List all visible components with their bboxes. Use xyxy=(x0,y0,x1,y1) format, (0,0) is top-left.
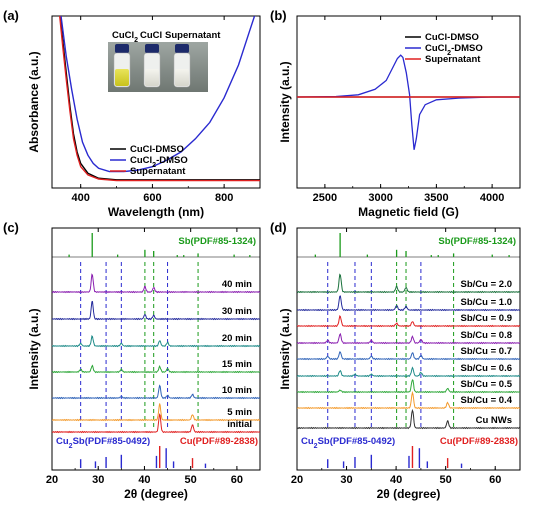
pattern-label: Sb/Cu = 0.7 xyxy=(461,346,512,357)
y-axis-label: Absorbance (a.u.) xyxy=(27,51,41,152)
x-tick-label: 30 xyxy=(340,474,352,486)
reference-label: Cu2Sb(PDF#85-0492) xyxy=(301,436,395,450)
pattern-line xyxy=(297,366,520,378)
pattern-label: 15 min xyxy=(222,359,252,370)
x-tick-label: 60 xyxy=(489,474,501,486)
pattern-label: 40 min xyxy=(222,279,252,290)
vial-liquid-icon xyxy=(115,69,129,86)
x-tick-label: 800 xyxy=(215,192,233,204)
panel-letter: (a) xyxy=(3,8,19,23)
pattern-line xyxy=(297,273,520,294)
pattern-line xyxy=(52,384,260,400)
vial-cap-icon xyxy=(175,44,189,53)
pattern-label: 5 min xyxy=(227,407,252,418)
reference-label: Sb(PDF#85-1324) xyxy=(438,236,516,247)
vial-liquid-icon xyxy=(175,69,189,86)
panel-letter: (c) xyxy=(3,220,19,235)
plot-frame xyxy=(51,227,261,471)
series-line xyxy=(59,16,260,182)
x-axis-label: 2θ (degree) xyxy=(377,487,441,501)
x-tick-label: 20 xyxy=(291,474,303,486)
pattern-label: Sb/Cu = 1.0 xyxy=(461,297,512,308)
inset-label: Supernatant xyxy=(165,30,221,41)
panel-letter: (d) xyxy=(270,220,287,235)
legend-label: Supernatant xyxy=(130,166,186,177)
x-tick-label: 30 xyxy=(92,474,104,486)
pattern-label: Sb/Cu = 2.0 xyxy=(461,279,512,290)
panel-letter: (b) xyxy=(270,8,287,23)
x-tick-label: 3500 xyxy=(424,192,448,204)
vial-cap-icon xyxy=(145,44,159,53)
x-tick-label: 50 xyxy=(440,474,452,486)
y-axis-label: Intensity (a.u.) xyxy=(278,308,292,389)
pattern-line xyxy=(297,295,520,312)
reference-label: Sb(PDF#85-1324) xyxy=(178,236,256,247)
pattern-line xyxy=(52,364,260,374)
x-tick-label: 50 xyxy=(185,474,197,486)
pattern-line xyxy=(297,314,520,328)
plot-frame xyxy=(51,15,261,189)
x-tick-label: 2500 xyxy=(313,192,337,204)
legend-label: CuCl2-DMSO xyxy=(130,155,188,169)
y-axis-label: Intensity (a.u.) xyxy=(278,61,292,142)
legend-label: CuCl2-DMSO xyxy=(425,43,483,57)
pattern-line xyxy=(297,379,520,394)
pattern-label: Sb/Cu = 0.9 xyxy=(461,313,512,324)
x-axis-label: Magnetic field (G) xyxy=(358,205,459,219)
reference-label: Cu(PDF#89-2838) xyxy=(180,436,258,447)
pattern-line xyxy=(52,300,260,321)
pattern-label: Sb/Cu = 0.5 xyxy=(461,379,513,390)
pattern-label: Sb/Cu = 0.4 xyxy=(461,395,513,406)
pattern-label: 30 min xyxy=(222,306,252,317)
pattern-line xyxy=(297,332,520,345)
x-tick-label: 40 xyxy=(390,474,402,486)
pattern-label: Sb/Cu = 0.6 xyxy=(461,363,512,374)
reference-label: Cu(PDF#89-2838) xyxy=(440,436,518,447)
series-line xyxy=(297,54,520,150)
x-tick-label: 400 xyxy=(72,192,90,204)
pattern-label: Cu NWs xyxy=(476,415,512,426)
inset-label: CuCl2 xyxy=(112,30,138,44)
pattern-line xyxy=(52,273,260,294)
pattern-label: initial xyxy=(227,419,252,430)
x-axis-label: Wavelength (nm) xyxy=(108,205,204,219)
x-tick-label: 60 xyxy=(231,474,243,486)
pattern-line xyxy=(52,334,260,348)
panel-d: 20 30 40 50 60 2θ (degree) Intensity (a.u.) (d)… xyxy=(270,220,521,501)
vial-liquid-icon xyxy=(145,69,159,86)
pattern-line xyxy=(52,403,260,422)
inset-label: CuCl xyxy=(140,30,162,41)
reference-label: Cu2Sb(PDF#85-0492) xyxy=(56,436,150,450)
plot-frame xyxy=(296,15,521,189)
x-tick-label: 4000 xyxy=(480,192,504,204)
x-tick-label: 600 xyxy=(143,192,161,204)
panel-b: 2500 3000 3500 4000 Magnetic field (G) Intens… xyxy=(270,8,521,219)
x-tick-label: 20 xyxy=(46,474,58,486)
pattern-label: 10 min xyxy=(222,385,252,396)
pattern-line xyxy=(297,351,520,361)
pattern-label: 20 min xyxy=(222,333,252,344)
pattern-line xyxy=(297,408,520,430)
x-tick-label: 3000 xyxy=(368,192,392,204)
panel-c: 20 30 40 50 60 2θ (degree) Intensity (a.u.) (c)… xyxy=(3,220,261,501)
vial-cap-icon xyxy=(115,44,129,53)
x-axis-label: 2θ (degree) xyxy=(124,487,188,501)
x-tick-label: 40 xyxy=(138,474,150,486)
plot-frame xyxy=(296,227,521,471)
legend-label: Supernatant xyxy=(425,54,481,65)
series-line xyxy=(59,16,260,181)
legend-label: CuCl-DMSO xyxy=(425,32,479,43)
pattern-line xyxy=(297,390,520,410)
y-axis-label: Intensity (a.u.) xyxy=(27,308,41,389)
pattern-label: Sb/Cu = 0.8 xyxy=(461,330,512,341)
panel-a: 400 600 800 Wavelength (nm) Absorbance (a.u.… xyxy=(3,8,261,219)
pattern-line xyxy=(52,413,260,434)
legend-label: CuCl-DMSO xyxy=(130,144,184,155)
